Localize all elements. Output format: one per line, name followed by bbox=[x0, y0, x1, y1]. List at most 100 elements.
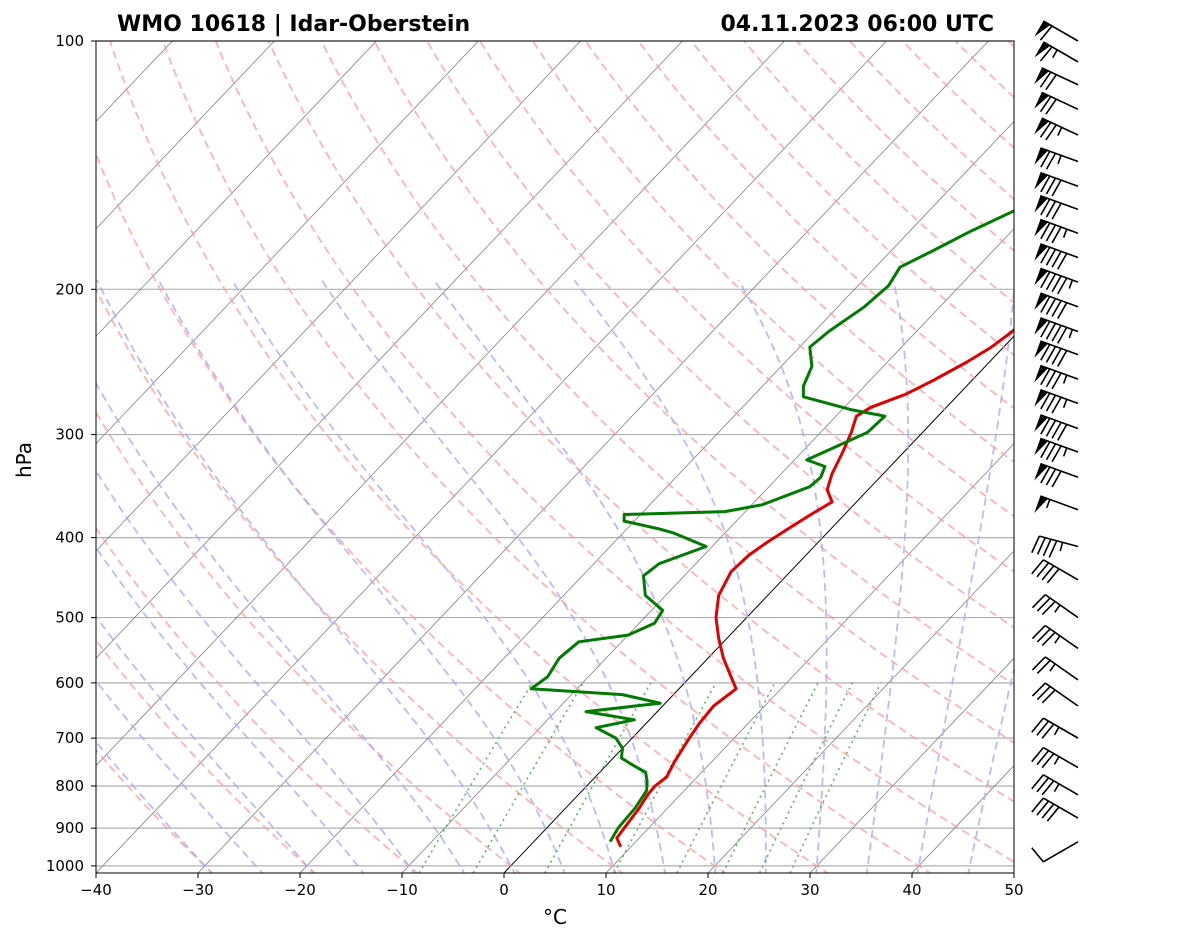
moist-adiabat bbox=[96, 279, 516, 873]
barb-flag bbox=[1042, 538, 1052, 557]
barb-half-flag bbox=[1045, 499, 1051, 509]
barb-flag bbox=[1045, 298, 1057, 315]
barb-pennant bbox=[1034, 41, 1051, 58]
barb-flag bbox=[1051, 179, 1062, 197]
barb-flag bbox=[1057, 252, 1068, 270]
dry-adiabat bbox=[96, 748, 214, 873]
wind-barb bbox=[1034, 292, 1079, 319]
isotherm bbox=[299, 120, 1014, 873]
barb-flag bbox=[1039, 25, 1053, 41]
barb-flag bbox=[1057, 327, 1068, 344]
isotherm bbox=[96, 41, 887, 873]
isotherm bbox=[96, 41, 683, 659]
wind-barb bbox=[1034, 495, 1079, 513]
barb-flag bbox=[1041, 565, 1055, 581]
barb-flag bbox=[1046, 568, 1060, 584]
barb-flag bbox=[1051, 445, 1062, 463]
barb-flag bbox=[1045, 322, 1057, 340]
barb-shaft bbox=[1040, 462, 1079, 479]
dry-adiabat bbox=[320, 41, 1014, 744]
barb-flag bbox=[1041, 600, 1056, 616]
dry-adiabat bbox=[96, 410, 522, 873]
barb-pennant bbox=[1034, 147, 1048, 165]
wind-barb bbox=[1034, 147, 1079, 170]
barb-pennant bbox=[1034, 195, 1048, 213]
barb-flag bbox=[1031, 747, 1044, 763]
barb-flag bbox=[1031, 717, 1044, 733]
barb-shaft bbox=[1042, 559, 1079, 581]
barb-flag bbox=[1031, 594, 1046, 609]
dry-adiabat bbox=[1006, 41, 1014, 48]
dry-adiabat bbox=[584, 41, 1014, 464]
isotherm bbox=[197, 41, 989, 873]
barb-half-flag bbox=[1068, 329, 1074, 339]
wind-barb bbox=[1034, 218, 1079, 244]
barb-flag bbox=[1031, 682, 1046, 697]
barb-shaft bbox=[1040, 218, 1079, 234]
wind-barbs bbox=[1031, 20, 1079, 863]
wind-barb bbox=[1034, 364, 1079, 390]
barb-half-flag bbox=[1057, 127, 1063, 136]
x-tick-label--10: −10 bbox=[386, 881, 418, 899]
y-tick-label-200: 200 bbox=[55, 280, 84, 298]
barb-flag bbox=[1045, 394, 1057, 412]
barb-flag bbox=[1036, 659, 1051, 674]
y-axis-label: hPa bbox=[12, 442, 36, 478]
moist-adiabat bbox=[96, 469, 416, 873]
wind-barb bbox=[1031, 624, 1079, 650]
barb-half-flag bbox=[1062, 374, 1068, 384]
barb-half-flag bbox=[1049, 663, 1056, 672]
mixing-ratio-line bbox=[472, 682, 584, 873]
isotherm bbox=[401, 228, 1014, 873]
dry-adiabat bbox=[690, 41, 1014, 357]
moist-adiabat bbox=[321, 279, 666, 873]
isotherm bbox=[96, 41, 377, 337]
barb-pennant bbox=[1034, 243, 1048, 261]
isotherm bbox=[605, 442, 1014, 873]
wind-barb bbox=[1034, 340, 1079, 367]
y-tick-label-700: 700 bbox=[55, 729, 84, 747]
barb-shaft bbox=[1040, 243, 1079, 259]
barb-pennant bbox=[1034, 219, 1048, 237]
barb-shaft bbox=[1042, 41, 1079, 63]
barb-half-flag bbox=[1053, 726, 1060, 736]
moist-adiabat bbox=[967, 665, 1014, 873]
barb-flag bbox=[1051, 275, 1062, 293]
barb-flag bbox=[1041, 803, 1055, 819]
barb-flag bbox=[1051, 324, 1062, 342]
barb-shaft bbox=[1041, 67, 1079, 86]
barb-flag bbox=[1057, 277, 1068, 295]
x-tick-label--40: −40 bbox=[80, 881, 112, 899]
wind-barb bbox=[1034, 117, 1079, 141]
x-tick-label--20: −20 bbox=[284, 881, 316, 899]
barb-shaft bbox=[1040, 437, 1079, 453]
background-lines bbox=[96, 23, 1181, 877]
barb-flag bbox=[1040, 150, 1051, 168]
barb-shaft bbox=[1042, 20, 1079, 42]
barb-flag bbox=[1036, 562, 1050, 578]
barb-flag bbox=[1031, 797, 1044, 813]
barb-flag bbox=[1045, 152, 1057, 170]
barb-flag bbox=[1045, 419, 1057, 437]
x-tick-label-50: 50 bbox=[1004, 881, 1023, 899]
moist-adiabat bbox=[96, 615, 315, 873]
barb-flag bbox=[1041, 780, 1055, 796]
x-axis-label: °C bbox=[543, 905, 567, 929]
wind-barb bbox=[1034, 317, 1079, 344]
isotherm bbox=[1113, 23, 1181, 877]
wind-barb bbox=[1031, 746, 1079, 769]
barb-flag bbox=[1041, 723, 1055, 739]
wind-barb bbox=[1034, 20, 1079, 42]
wind-barb bbox=[1031, 559, 1079, 584]
barb-shaft bbox=[1040, 340, 1079, 356]
barb-half-flag bbox=[1062, 228, 1068, 238]
barb-pennant bbox=[1034, 293, 1048, 311]
wind-barb bbox=[1031, 593, 1079, 619]
barb-flag bbox=[1031, 774, 1044, 790]
mixing-ratio-line bbox=[676, 682, 776, 873]
barb-half-flag bbox=[1062, 447, 1068, 457]
barb-flag bbox=[1045, 346, 1057, 363]
barb-shaft bbox=[1040, 495, 1079, 511]
isotherm bbox=[1013, 872, 1014, 873]
chart-title-station: WMO 10618 | Idar-Oberstein bbox=[117, 12, 470, 37]
